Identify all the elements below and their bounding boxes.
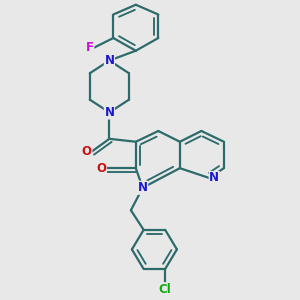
Text: O: O [96, 162, 106, 175]
Text: N: N [104, 54, 114, 67]
Text: N: N [209, 172, 219, 184]
Text: F: F [86, 41, 94, 54]
Text: N: N [138, 181, 148, 194]
Text: O: O [82, 145, 92, 158]
Text: N: N [104, 106, 114, 119]
Text: Cl: Cl [159, 283, 172, 296]
